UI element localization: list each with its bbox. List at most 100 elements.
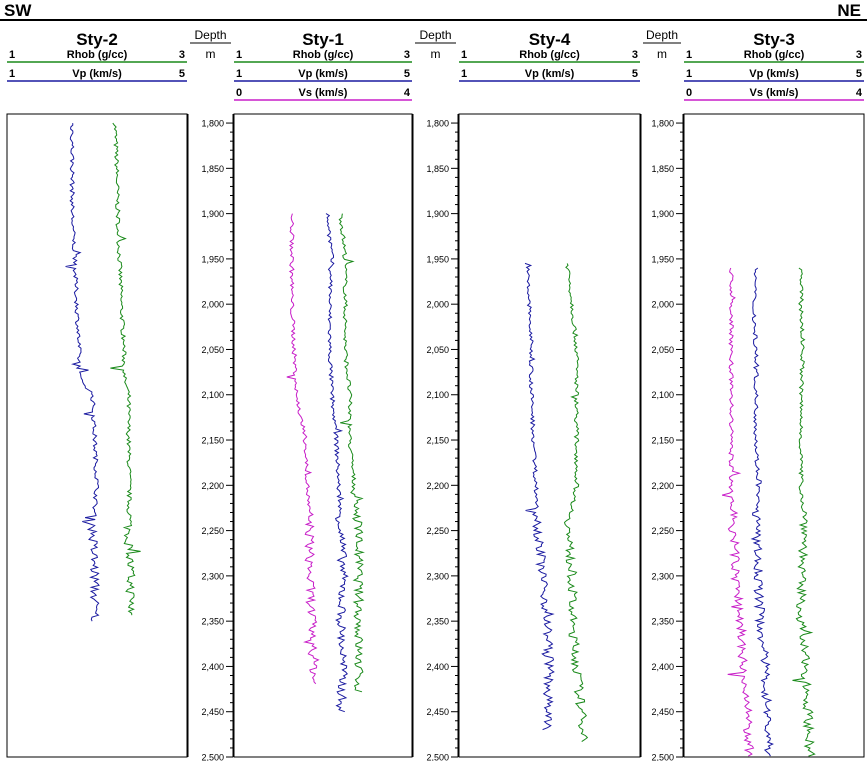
curve-name-label: Rhob (g/cc) [744,49,805,61]
curve-max-label: 5 [856,68,862,80]
depth-tick-label: 1,800 [201,119,224,129]
depth-tick-label: 2,300 [651,571,674,581]
curve-max-label: 4 [404,87,411,99]
depth-tick-label: 2,150 [651,436,674,446]
depth-tick-label: 1,850 [201,164,224,174]
depth-unit: m [431,47,441,61]
depth-tick-label: 1,900 [426,209,449,219]
curve-max-label: 3 [856,49,862,61]
curve-max-label: 5 [404,68,410,80]
curve-max-label: 4 [856,87,863,99]
depth-tick-label: 2,450 [651,707,674,717]
depth-tick-label: 2,200 [651,481,674,491]
depth-tick-label: 2,350 [201,617,224,627]
curve-name-label: Vp (km/s) [749,68,799,80]
depth-tick-label: 2,050 [201,345,224,355]
log-curve-sty-3-vs [721,267,755,757]
track-frame-sty-4 [458,113,641,758]
curve-min-label: 1 [461,49,467,61]
depth-tick-label: 1,850 [426,164,449,174]
log-curve-sty-3-rhob [792,267,816,757]
sw-label: SW [4,1,32,20]
depth-title: Depth [646,28,678,42]
track-frame-sty-2 [6,113,188,758]
depth-tick-label: 2,350 [651,617,674,627]
depth-tick-label: 2,100 [426,390,449,400]
depth-tick-label: 2,050 [651,345,674,355]
curve-min-label: 1 [9,49,15,61]
curve-max-label: 5 [632,68,638,80]
depth-tick-label: 2,250 [201,526,224,536]
log-curve-sty-2-vp [65,123,100,622]
well-title-sty-1: Sty-1 [302,30,344,49]
depth-tick-label: 2,500 [651,753,674,761]
log-curve-sty-3-vp [750,267,774,757]
depth-tick-label: 1,900 [201,209,224,219]
depth-tick-label: 1,950 [201,254,224,264]
curve-max-label: 3 [179,49,185,61]
depth-tick-label: 2,000 [426,300,449,310]
depth-tick-label: 2,450 [426,707,449,717]
curve-name-label: Rhob (g/cc) [519,49,580,61]
curve-min-label: 1 [236,49,242,61]
depth-tick-label: 1,900 [651,209,674,219]
depth-tick-label: 2,200 [201,481,224,491]
depth-tick-label: 2,000 [651,300,674,310]
track-frame-sty-3 [683,113,865,758]
curve-name-label: Vs (km/s) [750,87,799,99]
log-curve-sty-1-rhob [338,213,365,693]
curve-name-label: Vp (km/s) [72,68,122,80]
depth-tick-label: 2,300 [201,571,224,581]
depth-tick-label: 2,150 [201,436,224,446]
depth-title: Depth [194,28,226,42]
curve-min-label: 1 [686,49,692,61]
track-frame-sty-1 [233,113,413,758]
depth-tick-label: 2,450 [201,707,224,717]
log-curve-sty-1-vs [286,213,320,685]
well-title-sty-3: Sty-3 [753,30,795,49]
depth-unit: m [206,47,216,61]
depth-tick-label: 1,950 [651,254,674,264]
depth-tick-label: 2,000 [201,300,224,310]
curve-name-label: Vs (km/s) [299,87,348,99]
depth-tick-label: 2,400 [426,662,449,672]
depth-unit: m [657,47,667,61]
depth-tick-label: 2,500 [426,753,449,761]
depth-tick-label: 1,800 [426,119,449,129]
depth-tick-label: 2,100 [651,390,674,400]
curve-max-label: 3 [632,49,638,61]
depth-tick-label: 1,950 [426,254,449,264]
curve-min-label: 1 [9,68,15,80]
depth-tick-label: 2,250 [651,526,674,536]
log-curve-sty-1-vp [325,213,349,713]
curve-min-label: 1 [686,68,692,80]
depth-tick-label: 1,850 [651,164,674,174]
curve-min-label: 0 [236,87,242,99]
ne-label: NE [837,1,861,20]
depth-tick-label: 2,500 [201,753,224,761]
depth-tick-label: 2,050 [426,345,449,355]
curve-name-label: Vp (km/s) [298,68,348,80]
depth-tick-label: 1,800 [651,119,674,129]
curve-max-label: 5 [179,68,185,80]
curve-name-label: Rhob (g/cc) [293,49,354,61]
curve-name-label: Rhob (g/cc) [67,49,128,61]
depth-tick-label: 2,200 [426,481,449,491]
depth-title: Depth [419,28,451,42]
depth-tick-label: 2,150 [426,436,449,446]
depth-tick-label: 2,350 [426,617,449,627]
log-curve-sty-4-rhob [563,263,589,743]
depth-tick-label: 2,300 [426,571,449,581]
curve-max-label: 3 [404,49,410,61]
well-title-sty-2: Sty-2 [76,30,118,49]
well-title-sty-4: Sty-4 [529,30,571,49]
depth-tick-label: 2,250 [426,526,449,536]
depth-tick-label: 2,400 [201,662,224,672]
curve-min-label: 1 [461,68,467,80]
depth-tick-label: 2,400 [651,662,674,672]
curve-min-label: 0 [686,87,692,99]
log-curve-sty-2-rhob [110,122,141,616]
log-curve-sty-4-vp [524,262,555,731]
curve-min-label: 1 [236,68,242,80]
